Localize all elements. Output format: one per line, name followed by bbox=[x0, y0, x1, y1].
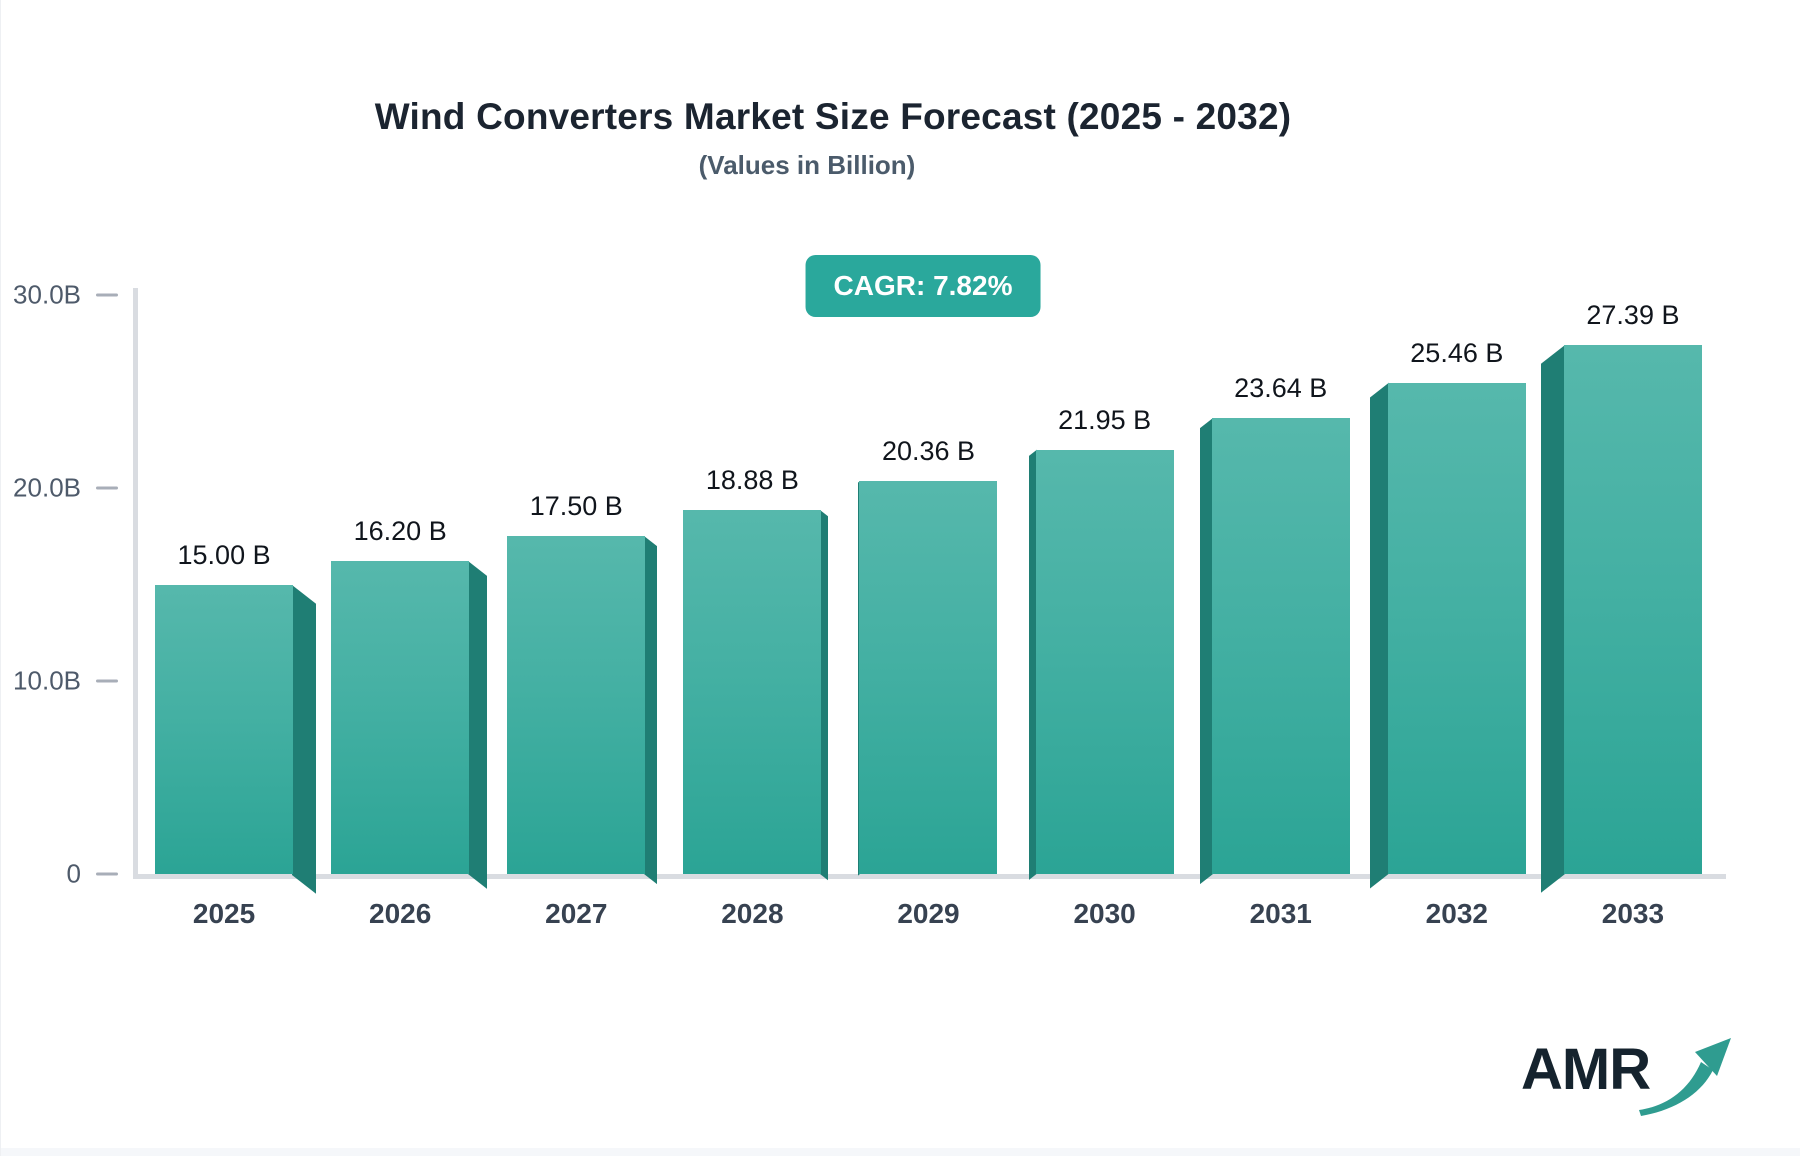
page-subtitle: (Values in Billion) bbox=[698, 150, 916, 180]
bar-side-face bbox=[1540, 345, 1565, 893]
bar bbox=[1035, 450, 1174, 874]
y-tick-mark bbox=[96, 486, 118, 490]
bar-value-label: 23.64 B bbox=[1234, 372, 1328, 403]
x-tick-label: 2028 bbox=[721, 898, 784, 929]
bar-group: 23.64 B bbox=[1193, 295, 1369, 885]
cagr-badge: CAGR: 7.82% bbox=[805, 255, 1041, 317]
bar-side-face bbox=[820, 509, 828, 880]
bar-value-label: 16.20 B bbox=[353, 516, 447, 547]
x-tick-label: 2030 bbox=[1073, 898, 1136, 929]
amr-logo-text: AMR bbox=[1521, 1037, 1651, 1102]
x-axis: 2025 2026 2027 2028 2029 2030 2031 2032 2033 bbox=[136, 898, 1721, 938]
y-tick-label: 30.0B bbox=[13, 279, 81, 310]
y-tick-mark bbox=[96, 679, 118, 683]
x-tick-label: 2025 bbox=[192, 898, 256, 929]
bar bbox=[859, 481, 998, 874]
x-axis-baseline bbox=[133, 874, 1726, 879]
bar bbox=[1563, 345, 1702, 874]
bar-group: 18.88 B bbox=[664, 295, 840, 880]
y-tick-label: 20.0B bbox=[13, 472, 81, 503]
bar-group: 27.39 B bbox=[1540, 295, 1721, 893]
bar bbox=[155, 584, 294, 874]
x-tick-label: 2033 bbox=[1601, 898, 1665, 929]
bar-group: 25.46 B bbox=[1369, 295, 1545, 889]
bar-group: 15.00 B bbox=[136, 295, 317, 893]
bar-value-label: 18.88 B bbox=[705, 464, 799, 495]
y-tick-label: 0 bbox=[66, 858, 81, 889]
x-tick-label: 2029 bbox=[897, 898, 960, 929]
amr-logo-arrow-icon bbox=[1639, 1038, 1731, 1116]
bar-value-label: 17.50 B bbox=[529, 491, 623, 522]
x-tick-label: 2027 bbox=[545, 898, 608, 929]
y-axis-line bbox=[133, 288, 138, 879]
bar bbox=[1211, 417, 1350, 874]
y-tick-mark bbox=[96, 872, 118, 876]
bar bbox=[331, 561, 470, 874]
page-bottom-strip bbox=[1, 1148, 1800, 1156]
y-tick-label: 10.0B bbox=[13, 665, 81, 696]
bar-value-label: 25.46 B bbox=[1410, 337, 1504, 368]
bar-side-face bbox=[468, 561, 487, 889]
bar-side-face bbox=[1370, 382, 1389, 889]
bar bbox=[507, 536, 646, 874]
x-tick-label: 2032 bbox=[1425, 898, 1488, 929]
bar bbox=[1387, 382, 1526, 874]
bar-group: 20.36 B bbox=[840, 295, 1016, 876]
bar-value-label: 15.00 B bbox=[177, 539, 271, 570]
bar-value-label: 20.36 B bbox=[881, 436, 976, 467]
bar-value-label: 21.95 B bbox=[1058, 405, 1152, 436]
bar-group: 17.50 B bbox=[488, 295, 664, 885]
bar bbox=[683, 509, 822, 874]
y-axis: 0 10.0B 20.0B 30.0B bbox=[1, 280, 136, 889]
plot-area: 15.00 B 16.20 B 17.50 B 18.88 B 20.36 B 21.95… bbox=[136, 295, 1721, 893]
bar-value-label: 27.39 B bbox=[1586, 300, 1680, 331]
x-tick-label: 2026 bbox=[369, 898, 432, 929]
bar-group: 16.20 B bbox=[312, 295, 488, 889]
y-tick-mark bbox=[96, 293, 118, 297]
x-tick-label: 2031 bbox=[1249, 898, 1312, 929]
amr-logo: AMR bbox=[1521, 1022, 1731, 1132]
page-title: Wind Converters Market Size Forecast (20… bbox=[374, 96, 1292, 137]
bar-group: 21.95 B bbox=[1017, 295, 1193, 880]
bar-side-face bbox=[644, 536, 658, 885]
